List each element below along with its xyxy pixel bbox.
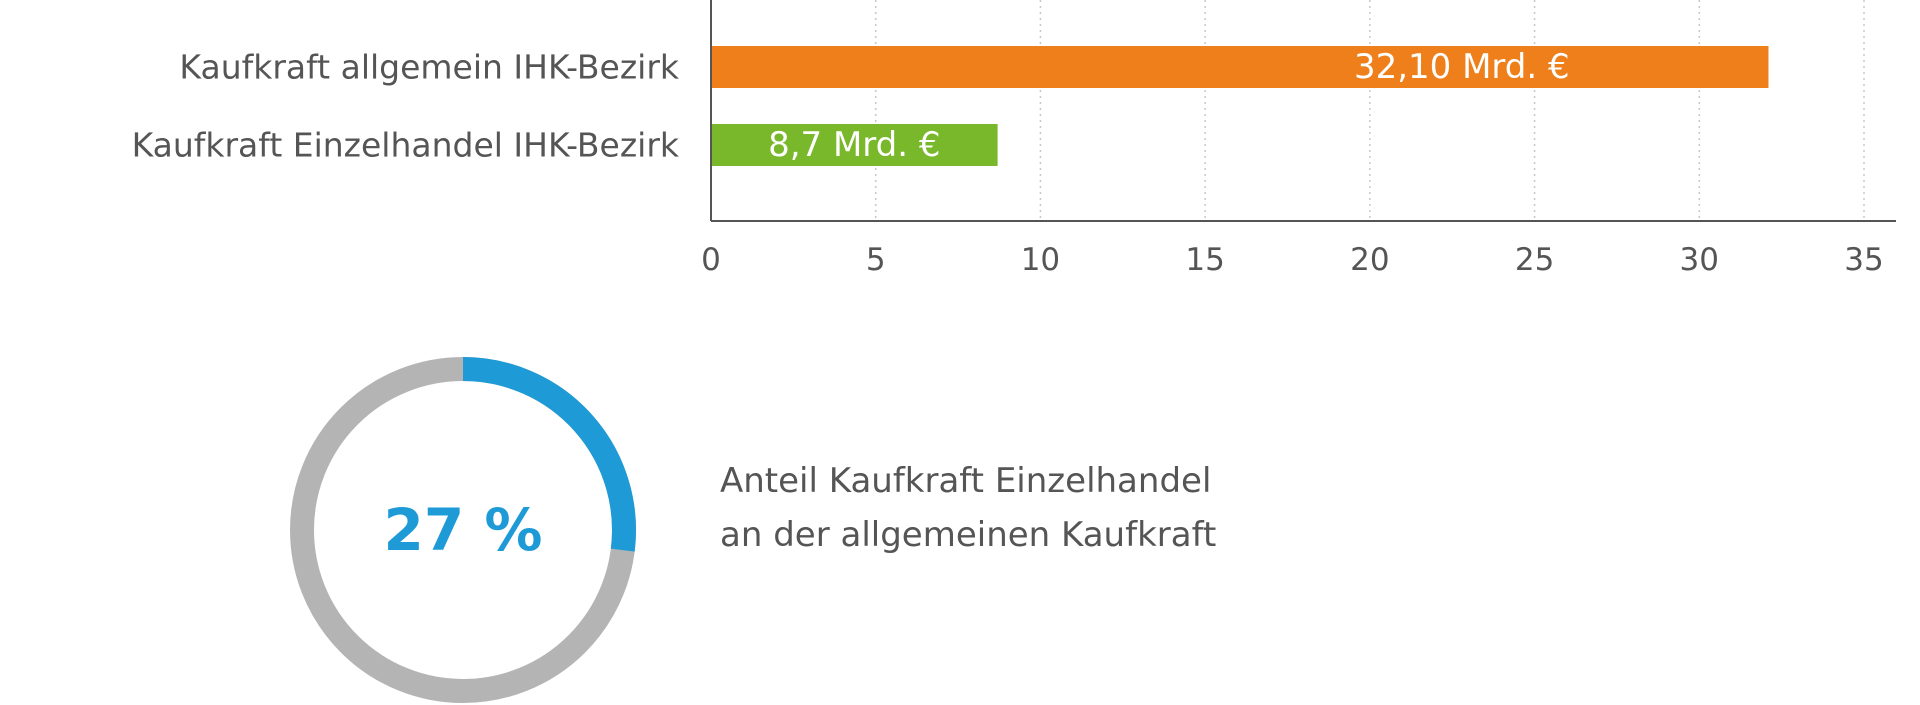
x-tick-label: 15 <box>1185 242 1224 278</box>
bar-chart: 32,10 Mrd. € 8,7 Mrd. € Kaufkraft allgeme… <box>132 0 1896 278</box>
x-tick-label: 0 <box>701 242 721 278</box>
donut-center-label: 27 % <box>383 496 542 564</box>
bar <box>711 46 1769 88</box>
x-tick-labels: 0 5 10 15 20 25 30 35 <box>701 242 1884 278</box>
bars <box>711 46 1769 166</box>
x-tick-label: 20 <box>1350 242 1389 278</box>
bar <box>711 124 998 166</box>
category-label: Kaufkraft allgemein IHK-Bezirk <box>179 48 679 87</box>
category-labels: Kaufkraft allgemein IHK-Bezirk Kaufkraft … <box>132 48 680 165</box>
donut-caption: Anteil Kaufkraft Einzelhandel an der all… <box>720 454 1216 562</box>
donut-caption-line-2: an der allgemeinen Kaufkraft <box>720 515 1217 555</box>
x-tick-label: 10 <box>1021 242 1060 278</box>
x-tick-label: 5 <box>866 242 886 278</box>
x-tick-label: 25 <box>1515 242 1554 278</box>
bar-value-label: 32,10 Mrd. € <box>1354 47 1570 87</box>
bar-value-labels: 32,10 Mrd. € 8,7 Mrd. € <box>768 47 1570 165</box>
grid-lines <box>874 0 1865 221</box>
category-label: Kaufkraft Einzelhandel IHK-Bezirk <box>132 126 680 165</box>
x-tick-label: 35 <box>1844 242 1883 278</box>
x-tick-label: 30 <box>1680 242 1719 278</box>
bar-value-label: 8,7 Mrd. € <box>768 125 940 165</box>
donut-remainder-ring <box>290 357 636 703</box>
donut-caption-line-1: Anteil Kaufkraft Einzelhandel <box>720 461 1212 501</box>
donut-value-arc <box>462 357 636 552</box>
